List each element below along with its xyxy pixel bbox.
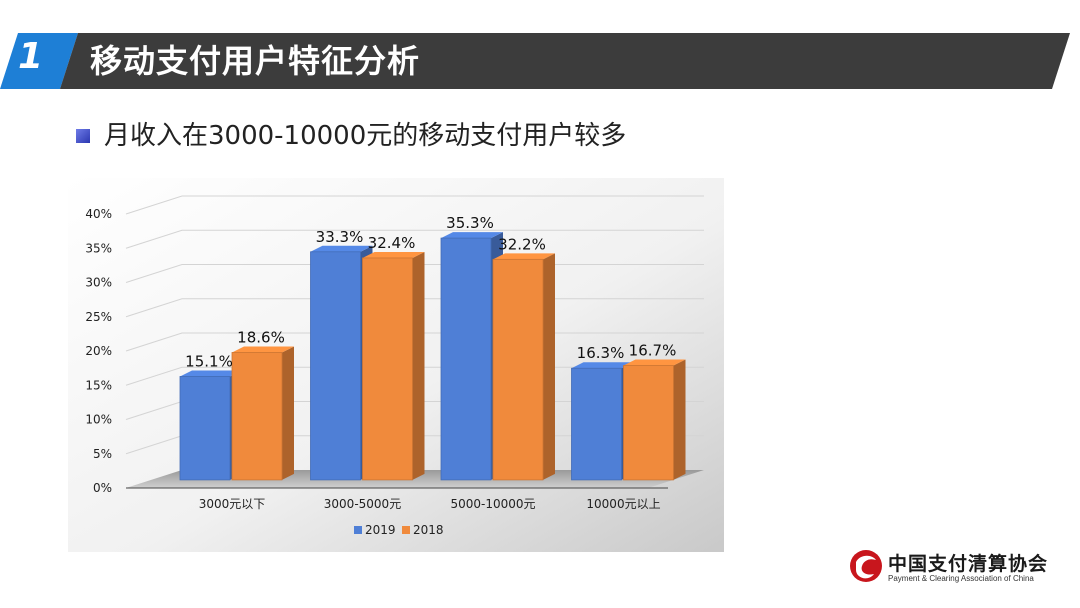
bar-2019-3 [571, 367, 622, 481]
data-label: 18.6% [237, 328, 285, 346]
x-tick-label: 3000-5000元 [324, 497, 401, 511]
bar-top [362, 251, 425, 258]
data-label: 16.7% [629, 342, 677, 360]
bar-2018-0 [231, 352, 283, 481]
data-label: 32.2% [498, 235, 546, 253]
section-number-badge [0, 33, 78, 89]
bar-chart: 0% 5% 10% 15% 20% 25% 30% 35% 40% 3000元以下 3000-500… [68, 178, 724, 552]
logo-name-cn: 中国支付清算协会 [888, 553, 1049, 575]
y-tick-label: 5% [93, 447, 112, 461]
bar-2018-2 [492, 258, 544, 481]
bar-side [673, 359, 686, 480]
section-number: 1 [18, 36, 44, 77]
bar-side [543, 253, 555, 480]
bar-2019-2 [440, 237, 492, 481]
pcac-logo-icon [850, 550, 882, 582]
bar-top [571, 362, 634, 369]
x-tick-label: 5000-10000元 [450, 497, 535, 511]
legend-swatch [354, 526, 362, 534]
y-tick-label: 10% [85, 413, 112, 427]
bar-top [441, 232, 503, 239]
bar-2019-0 [179, 376, 231, 481]
y-tick-label: 15% [85, 378, 112, 392]
bar-side [282, 346, 294, 480]
legend-label: 2018 [413, 523, 444, 537]
y-tick-label: 20% [85, 344, 112, 358]
y-tick-label: 30% [85, 276, 112, 290]
bar-top [623, 359, 686, 366]
bar-top [180, 370, 242, 377]
logo-name-en: Payment & Clearing Association of China [888, 574, 1034, 583]
legend-label: 2019 [365, 523, 396, 537]
y-tick-label: 35% [85, 241, 112, 255]
gridline [125, 195, 704, 215]
y-tick-label: 0% [93, 481, 112, 495]
data-label: 16.3% [577, 344, 625, 362]
page-title: 移动支付用户特征分析 [90, 42, 421, 80]
bar-side [412, 251, 425, 480]
data-label: 33.3% [316, 228, 364, 246]
y-tick-label: 25% [85, 310, 112, 324]
x-tick-label: 3000元以下 [199, 497, 266, 511]
x-tick-label: 10000元以上 [586, 497, 660, 511]
bar-top [310, 245, 373, 252]
bar-2018-1 [362, 257, 413, 481]
bar-2019-1 [310, 251, 361, 481]
bar-top [232, 346, 294, 353]
bullet-icon [76, 129, 90, 143]
gridline [125, 229, 704, 249]
data-label: 32.4% [368, 234, 416, 252]
y-tick-label: 40% [85, 207, 112, 221]
data-label: 35.3% [446, 214, 494, 232]
section-title-bar [60, 33, 1070, 89]
data-label: 15.1% [185, 352, 233, 370]
legend-swatch [402, 526, 410, 534]
subtitle: 月收入在3000-10000元的移动支付用户较多 [104, 121, 627, 151]
bar-2018-3 [623, 365, 674, 481]
bar-top [493, 253, 555, 260]
